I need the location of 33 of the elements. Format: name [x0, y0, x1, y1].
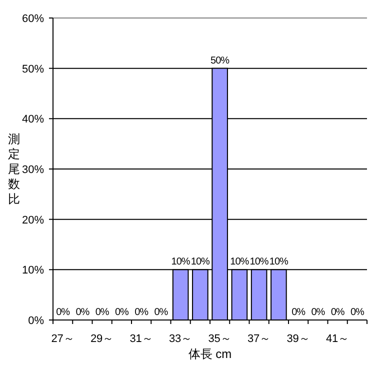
- data-label: 0%: [330, 307, 345, 318]
- x-tick-label: 29～: [90, 333, 114, 345]
- data-label: 10%: [269, 256, 289, 268]
- data-label: 0%: [95, 307, 110, 318]
- x-tick-label: 27～: [51, 333, 74, 345]
- x-tick-label: 33～: [168, 333, 192, 345]
- data-label: 0%: [311, 307, 326, 318]
- y-tick-label: 50%: [22, 63, 44, 76]
- x-tick-label: 35～: [208, 333, 232, 345]
- data-label: 0%: [76, 307, 90, 318]
- data-label: 10%: [190, 256, 210, 268]
- y-tick-label: 20%: [22, 214, 44, 226]
- x-tick-label: 37～: [247, 333, 271, 345]
- x-tick-label: 41～: [326, 333, 350, 345]
- data-label: 0%: [134, 307, 149, 318]
- data-label: 0%: [114, 307, 130, 318]
- y-tick-label: 40%: [22, 114, 44, 126]
- data-label: 10%: [230, 256, 250, 268]
- y-axis-title: 測定尾数比: [8, 132, 20, 206]
- y-tick-label: 30%: [22, 164, 44, 176]
- y-tick-label: 0%: [28, 315, 44, 327]
- data-label: 50%: [210, 55, 230, 66]
- data-label: 0%: [292, 307, 306, 318]
- x-axis-title: 体長 cm: [188, 347, 232, 361]
- y-tick-label: 10%: [22, 264, 44, 277]
- data-label: 0%: [56, 307, 70, 318]
- data-label: 0%: [350, 307, 365, 318]
- data-label: 0%: [154, 307, 168, 318]
- data-label: 10%: [250, 256, 269, 268]
- x-tick-label: 31～: [130, 333, 153, 345]
- data-label: 10%: [171, 256, 190, 268]
- y-tick-label: 60%: [22, 13, 44, 25]
- x-tick-label: 39～: [286, 333, 310, 345]
